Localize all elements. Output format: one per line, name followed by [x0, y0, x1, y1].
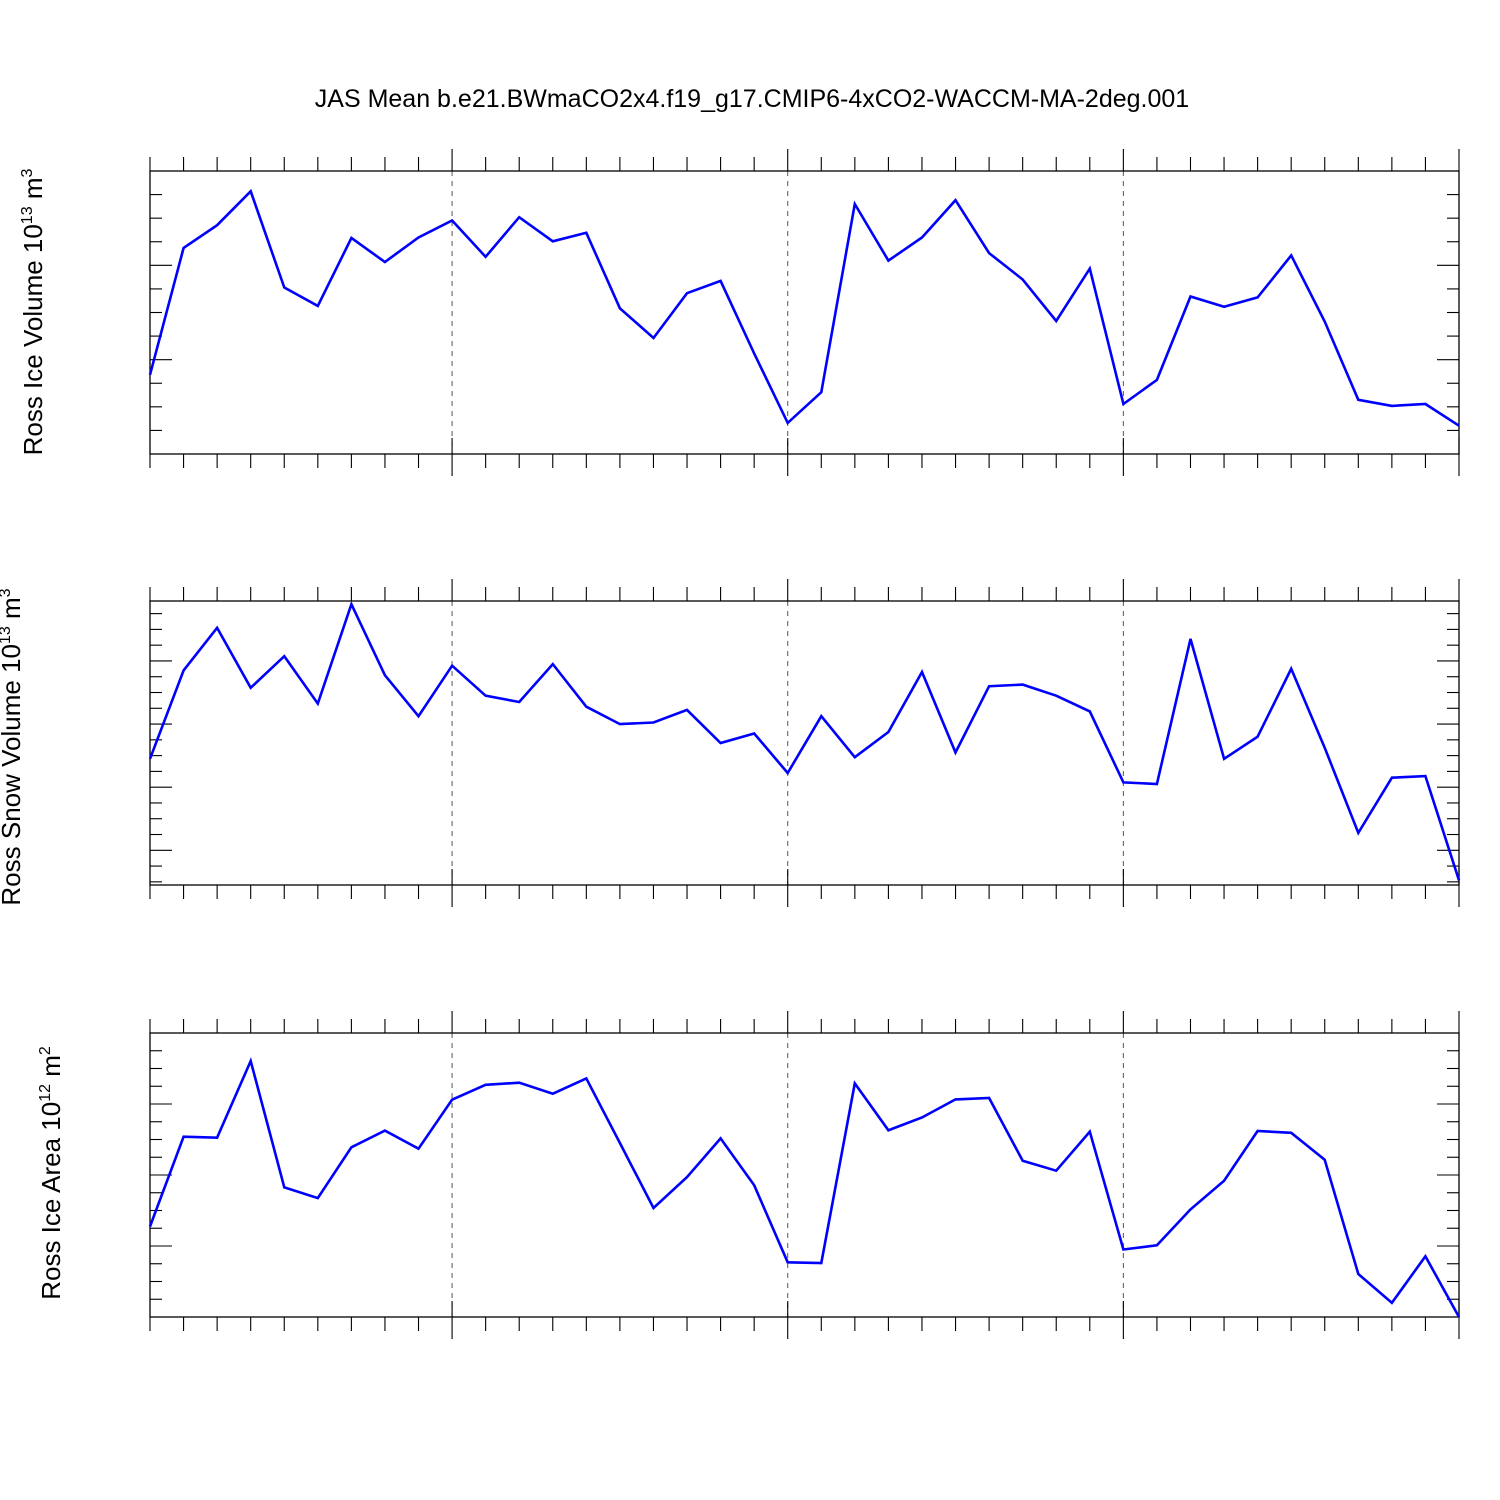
plot-frame: [149, 600, 1460, 886]
series-line: [148, 1057, 1461, 1318]
y-axis-label-exp: 13: [19, 206, 36, 224]
y-axis-label-text: Ross Ice Volume 10: [18, 224, 48, 455]
y-axis-label-unit-exp: 3: [0, 588, 14, 597]
chart-title: JAS Mean b.e21.BWmaCO2x4.f19_g17.CMIP6-4…: [315, 85, 1189, 113]
y-axis-label-text: Ross Ice Area 10: [36, 1102, 66, 1300]
y-axis-label-unit-exp: 2: [37, 1046, 54, 1055]
y-axis-label: Ross Ice Area 1012 m2: [36, 1046, 66, 1300]
chart-panel-3: Ross Ice Area 1012 m2: [36, 1011, 1461, 1339]
series-line: [148, 600, 1461, 881]
series-line: [148, 188, 1460, 427]
y-axis-label-exp: 13: [0, 626, 14, 644]
y-axis-label-unit: m: [36, 1055, 66, 1084]
y-axis-label: Ross Ice Volume 1013 m3: [18, 168, 48, 455]
chart-panel-1: Ross Ice Volume 1013 m3: [18, 149, 1460, 476]
y-axis-label-unit: m: [18, 177, 48, 206]
y-axis-label-unit: m: [0, 597, 26, 626]
chart-panel-2: Ross Snow Volume 1013 m3: [0, 579, 1461, 907]
y-axis-label: Ross Snow Volume 1013 m3: [0, 588, 26, 905]
y-axis-label-exp: 12: [37, 1084, 54, 1102]
y-axis-label-text: Ross Snow Volume 10: [0, 644, 26, 906]
y-axis-label-unit-exp: 3: [19, 168, 36, 177]
